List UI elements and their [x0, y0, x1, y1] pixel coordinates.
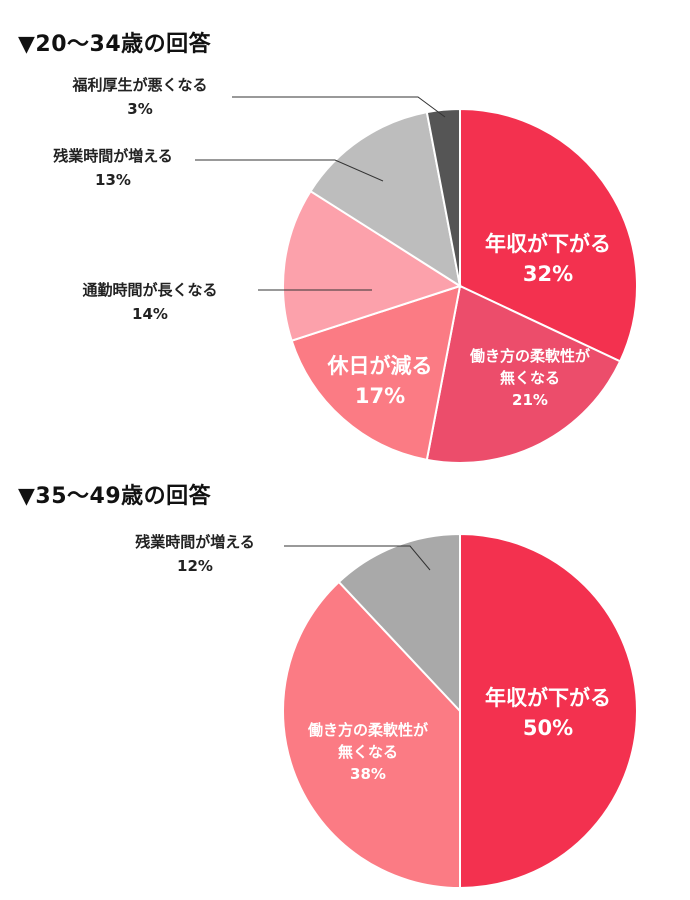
chart1-slice-1 [425, 284, 622, 464]
chart1-slice-3 [282, 189, 463, 342]
chart1-slice-0 [459, 107, 638, 363]
chart1-label-5: 福利厚生が悪くなる 3% [71, 76, 207, 118]
chart2-label-2: 残業時間が増える 12% [135, 533, 255, 575]
chart1-label-1: 働き方の柔軟性が無くなる 21% [469, 347, 591, 409]
chart1-slice-2 [290, 284, 462, 462]
chart2-title: ▼35～49歳の回答 [18, 484, 212, 509]
chart2-slice-1 [282, 580, 461, 890]
chart1-label-0: 年収が下がる 32% [485, 232, 611, 286]
chart1-slice-5 [425, 107, 461, 287]
chart2-leader-line-2 [284, 545, 431, 571]
chart1-label-3: 通勤時間が長くなる 14% [82, 281, 217, 323]
chart2-label-0: 年収が下がる 50% [485, 686, 611, 740]
chart1-title: ▼20～34歳の回答 [18, 32, 212, 57]
chart1-leader-line-5 [232, 96, 446, 118]
chart1-slice-4 [309, 110, 462, 289]
chart2-slice-0 [459, 532, 638, 890]
chart1-label-4: 残業時間が増える 13% [53, 147, 173, 189]
chart1-label-2: 休日が減る 17% [327, 354, 433, 408]
chart1-leader-line-4 [195, 159, 384, 182]
chart2-label-1: 働き方の柔軟性が無くなる 38% [307, 721, 429, 783]
